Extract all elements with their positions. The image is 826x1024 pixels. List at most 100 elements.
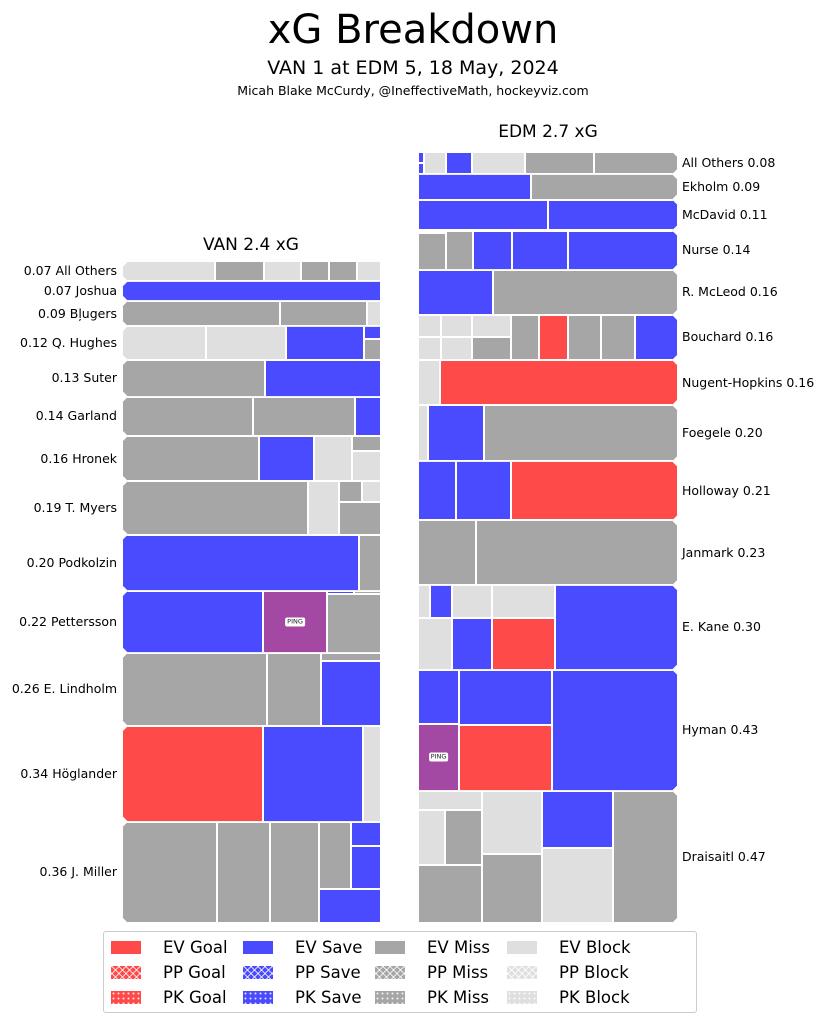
- player-xg: 0.20: [26, 554, 59, 570]
- player-label: 0.36 J. Miller: [40, 864, 117, 880]
- shot-cell-ev-miss: [280, 301, 366, 326]
- player-label: Janmark 0.23: [682, 545, 765, 561]
- shot-cell-ev-save: [259, 436, 314, 481]
- shot-cell-ev-miss: [484, 405, 678, 461]
- shot-cell-ev-goal: [539, 315, 568, 360]
- player-name: McDavid: [682, 207, 740, 223]
- player-label: 0.26 E. Lindholm: [12, 681, 117, 697]
- player-name: Janmark: [682, 544, 738, 560]
- shot-cell-ev-save: [456, 461, 510, 520]
- player-xg: 0.14: [722, 242, 751, 258]
- chart-subtitle: VAN 1 at EDM 5, 18 May, 2024: [267, 57, 559, 79]
- legend-label: EV Block: [559, 937, 631, 957]
- player-xg: 0.08: [747, 154, 776, 170]
- legend-label: PK Save: [295, 987, 362, 1007]
- shot-cell-ev-miss: [446, 231, 473, 270]
- shot-cell-ev-goal: [459, 725, 552, 791]
- legend-swatch: [375, 940, 405, 954]
- shot-cell-ev-miss: [122, 301, 280, 326]
- shot-cell-ev-block: [206, 326, 286, 360]
- shot-cell-ev-miss: [321, 653, 381, 662]
- player-label: 0.19 T. Myers: [34, 500, 117, 516]
- shot-cell-ev-save: [568, 231, 678, 270]
- player-label: 0.07 Joshua: [44, 283, 117, 299]
- shot-cell-ev-block: [418, 360, 440, 405]
- shot-cell-ev-miss: [122, 653, 267, 726]
- player-name: Pettersson: [50, 613, 117, 629]
- legend-swatch: [111, 990, 141, 1004]
- shot-cell-ev-save: [418, 231, 446, 234]
- player-name: Q. Hughes: [51, 335, 117, 351]
- shot-cell-ev-save: [265, 360, 381, 397]
- shot-cell-ev-miss: [217, 822, 270, 923]
- player-xg: 0.16: [745, 329, 774, 345]
- legend-item: EV Block: [507, 935, 631, 959]
- shot-cell-ev-save: [548, 200, 678, 231]
- player-row: PING: [418, 670, 678, 791]
- shot-cell-ev-save: [446, 152, 472, 175]
- shot-cell-ev-block: [363, 726, 381, 822]
- legend-swatch: [375, 990, 405, 1004]
- player-xg: 0.26: [11, 681, 44, 697]
- player-xg: 0.07: [43, 283, 76, 299]
- shot-cell-ev-block: [542, 848, 613, 923]
- player-name: E. Lindholm: [43, 681, 117, 697]
- shot-cell-ev-block: [418, 618, 452, 669]
- team-title-van: VAN 2.4 xG: [203, 235, 299, 255]
- shot-cell-ev-miss: [327, 594, 381, 653]
- player-row: [122, 360, 381, 397]
- player-xg: 0.36: [39, 864, 72, 880]
- player-label: R. McLeod 0.16: [682, 284, 778, 300]
- chart-title: xG Breakdown: [267, 7, 559, 53]
- shot-cell-ev-save: [418, 174, 531, 199]
- shot-cell-ev-save: [452, 618, 492, 669]
- player-label: All Others 0.08: [682, 155, 775, 171]
- shot-cell-ev-save: [364, 326, 381, 339]
- shot-cell-ev-save: [459, 670, 552, 725]
- legend-item: EV Goal: [111, 935, 228, 959]
- legend-swatch: [243, 990, 273, 1004]
- shot-cell-ev-miss: [525, 152, 593, 175]
- shot-cell-ev-miss: [493, 270, 678, 315]
- shot-cell-ev-block: [452, 585, 492, 618]
- player-label: Nurse 0.14: [682, 242, 750, 258]
- player-row: [418, 231, 678, 270]
- legend-swatch: [111, 940, 141, 954]
- player-row: [418, 405, 678, 461]
- shot-cell-ev-save: [552, 670, 678, 791]
- player-row: [122, 326, 381, 360]
- legend-label: PP Miss: [427, 962, 489, 982]
- player-row: [122, 301, 381, 326]
- shot-cell-ev-save: [122, 535, 359, 591]
- shot-cell-ev-miss: [418, 865, 482, 923]
- player-xg: 0.20: [734, 425, 763, 441]
- shot-cell-ev-miss: [270, 822, 319, 923]
- shot-cell-ev-miss: [267, 653, 321, 726]
- player-name: All Others: [682, 154, 748, 170]
- player-label: 0.20 Podkolzin: [27, 555, 117, 571]
- shot-cell-ev-miss: [352, 436, 381, 451]
- player-row: [418, 360, 678, 405]
- shot-cell-ev-block: [418, 810, 445, 866]
- player-label: 0.12 Q. Hughes: [20, 335, 117, 351]
- player-xg: 0.12: [20, 335, 52, 351]
- player-name: All Others: [55, 263, 117, 279]
- shot-cell-ev-save: [418, 270, 493, 315]
- team-title-edm: EDM 2.7 xG: [498, 122, 598, 142]
- player-label: 0.34 Höglander: [20, 766, 117, 782]
- player-row: PING: [122, 591, 381, 653]
- shot-cell-ev-block: [314, 436, 351, 481]
- legend-item: PP Save: [243, 960, 361, 984]
- shot-cell-ev-save: [473, 231, 512, 270]
- shot-cell-ev-block: [492, 585, 555, 618]
- player-name: Bouchard: [682, 329, 746, 345]
- shot-cell-ev-goal: [511, 461, 678, 520]
- player-label: Draisaitl 0.47: [682, 849, 766, 865]
- legend-item: EV Miss: [375, 935, 490, 959]
- player-xg: 0.16: [40, 450, 73, 466]
- player-xg: 0.13: [51, 370, 84, 386]
- ping-label: PING: [287, 617, 303, 626]
- player-name: T. Myers: [65, 499, 117, 515]
- shot-cell-ev-block: [418, 315, 441, 338]
- shot-cell-ev-save: [319, 889, 381, 923]
